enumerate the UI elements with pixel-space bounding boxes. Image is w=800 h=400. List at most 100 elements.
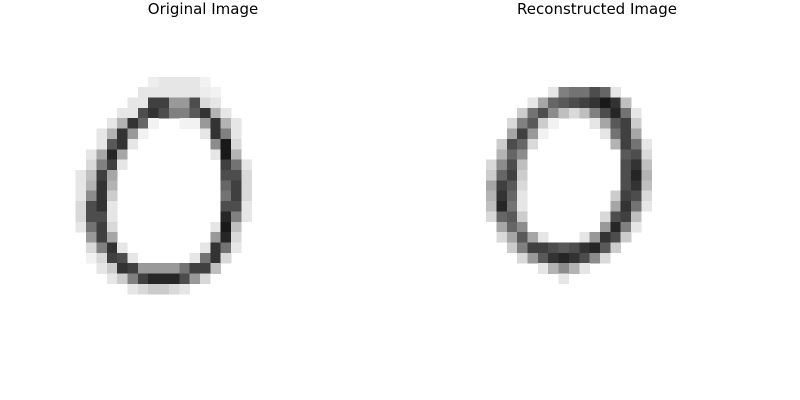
pixel xyxy=(106,273,118,285)
pixel xyxy=(86,190,97,202)
pixel xyxy=(496,159,507,171)
pixel xyxy=(137,128,149,140)
pixel xyxy=(96,128,107,140)
pixel xyxy=(200,242,211,254)
pixel xyxy=(210,242,221,254)
pixel xyxy=(148,118,159,129)
pixel xyxy=(210,97,221,109)
pixel xyxy=(641,170,652,181)
pixel xyxy=(568,87,580,98)
pixel xyxy=(548,252,559,264)
pixel xyxy=(96,263,107,274)
pixel xyxy=(117,138,128,150)
pixel xyxy=(168,76,180,88)
pixel xyxy=(610,97,621,109)
pixel xyxy=(75,190,87,202)
pixel xyxy=(241,190,252,202)
pixel xyxy=(641,159,652,171)
pixel xyxy=(106,201,118,212)
pixel xyxy=(106,263,118,274)
pixel xyxy=(200,273,211,285)
pixel xyxy=(127,118,139,129)
pixel xyxy=(600,107,611,119)
pixel xyxy=(179,76,190,88)
pixel xyxy=(548,107,559,119)
pixel xyxy=(117,128,128,140)
pixel xyxy=(506,128,518,140)
pixel xyxy=(537,118,549,129)
pixel xyxy=(537,242,549,254)
pixel xyxy=(168,107,180,119)
pixel xyxy=(631,190,642,202)
pixel xyxy=(496,170,507,181)
pixel xyxy=(631,211,642,222)
pixel xyxy=(210,118,221,129)
pixel xyxy=(548,263,559,274)
pixel xyxy=(210,107,221,119)
pixel xyxy=(631,180,642,191)
pixel xyxy=(117,273,128,285)
pixel xyxy=(517,242,528,254)
pixel xyxy=(220,242,232,254)
pixel xyxy=(96,221,107,233)
pixel xyxy=(179,97,190,109)
pixel xyxy=(527,242,539,254)
pixel xyxy=(137,283,149,295)
pixel xyxy=(610,107,621,119)
pixel xyxy=(527,107,539,119)
pixel xyxy=(220,149,232,160)
pixel xyxy=(210,128,221,140)
pixel xyxy=(620,180,632,191)
pixel xyxy=(75,170,87,181)
pixel xyxy=(96,138,107,150)
reconstructed-image-frame xyxy=(455,25,745,315)
pixel xyxy=(220,252,232,264)
pixel xyxy=(241,159,252,171)
pixel xyxy=(117,118,128,129)
pixel xyxy=(641,190,652,202)
pixel xyxy=(579,87,590,98)
pixel xyxy=(558,242,570,254)
pixel xyxy=(86,211,97,222)
original-image-title: Original Image xyxy=(147,0,259,18)
pixel xyxy=(158,273,170,285)
pixel xyxy=(610,87,621,98)
pixel xyxy=(496,180,507,191)
pixel xyxy=(168,263,180,274)
pixel xyxy=(210,87,221,98)
reconstructed-digit-image xyxy=(455,25,745,315)
pixel xyxy=(527,118,539,129)
pixel xyxy=(631,170,642,181)
pixel xyxy=(548,118,559,129)
pixel xyxy=(231,211,242,222)
pixel xyxy=(220,211,232,222)
pixel xyxy=(158,87,170,98)
pixel xyxy=(506,242,518,254)
pixel xyxy=(168,87,180,98)
pixel xyxy=(96,201,107,212)
pixel xyxy=(127,128,139,140)
pixel xyxy=(189,252,201,264)
pixel xyxy=(200,76,211,88)
pixel xyxy=(506,180,518,191)
pixel xyxy=(189,76,201,88)
pixel xyxy=(210,149,221,160)
pixel xyxy=(220,180,232,191)
pixel xyxy=(210,138,221,150)
pixel xyxy=(117,263,128,274)
pixel xyxy=(96,252,107,264)
pixel xyxy=(241,180,252,191)
pixel xyxy=(220,128,232,140)
pixel xyxy=(506,211,518,222)
pixel xyxy=(96,159,107,171)
pixel xyxy=(231,180,242,191)
pixel xyxy=(231,242,242,254)
pixel xyxy=(517,232,528,243)
pixel xyxy=(189,273,201,285)
pixel xyxy=(96,211,107,222)
pixel xyxy=(96,180,107,191)
pixel xyxy=(86,149,97,160)
pixel xyxy=(568,252,580,264)
pixel xyxy=(579,242,590,254)
pixel xyxy=(168,283,180,295)
